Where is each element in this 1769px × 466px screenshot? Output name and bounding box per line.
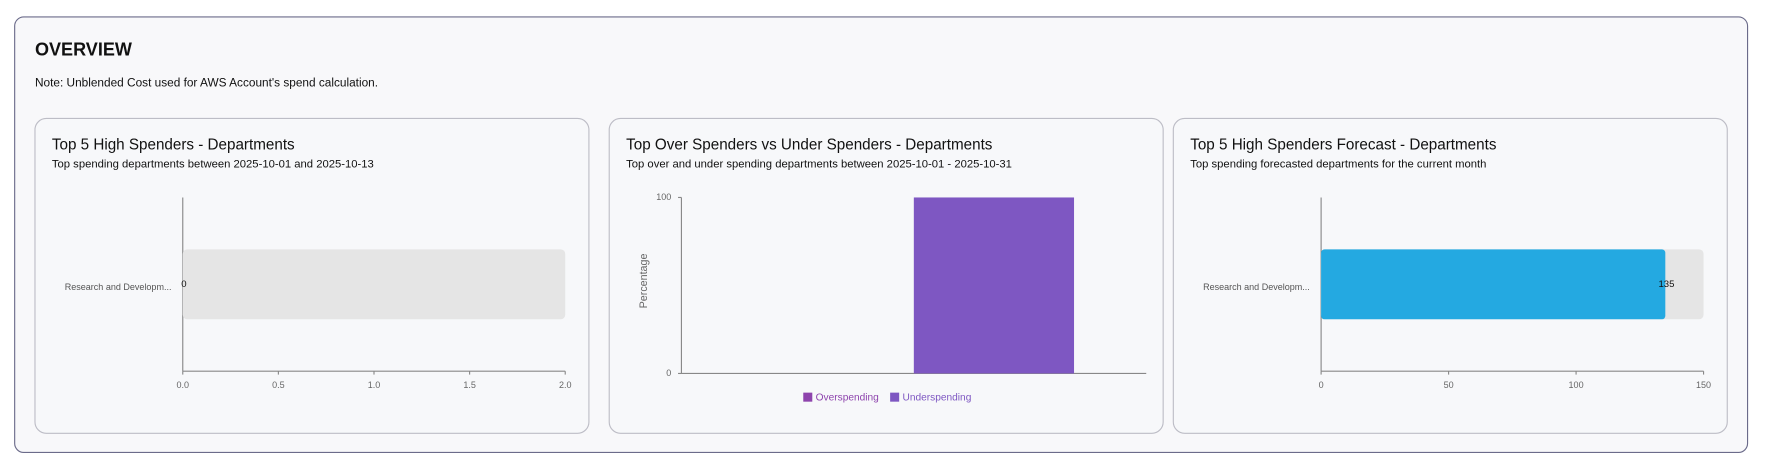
chart-title: Top 5 High Spenders - Departments xyxy=(52,137,295,154)
chart-subtitle: Top over and under spending departments … xyxy=(626,159,1012,171)
x-tick-label: 100 xyxy=(1569,380,1584,390)
chart-title: Top Over Spenders vs Under Spenders - De… xyxy=(626,137,993,154)
legend-label: Underspending xyxy=(903,392,972,403)
x-tick-label: 0.0 xyxy=(176,380,189,390)
overview-title: OVERVIEW xyxy=(35,40,133,60)
y-axis-label: Percentage xyxy=(638,254,650,309)
legend-label: Overspending xyxy=(816,392,879,403)
x-tick-label: 150 xyxy=(1696,380,1711,390)
y-tick-label: Research and Developm... xyxy=(1203,282,1310,292)
x-tick-label: 1.5 xyxy=(463,380,476,390)
data-label: 0 xyxy=(181,279,186,290)
bar xyxy=(1321,249,1666,320)
x-tick-label: 2.0 xyxy=(559,380,572,390)
bar xyxy=(913,197,1075,374)
y-tick-label: Research and Developm... xyxy=(65,282,172,292)
bar-track xyxy=(182,249,566,320)
x-tick-label: 50 xyxy=(1444,380,1454,390)
chart-title: Top 5 High Spenders Forecast - Departmen… xyxy=(1190,137,1497,154)
data-label: 135 xyxy=(1658,279,1674,290)
x-tick-label: 1.0 xyxy=(368,380,381,390)
x-tick-label: 0.5 xyxy=(272,380,285,390)
y-tick-label: 0 xyxy=(666,368,671,378)
chart-subtitle: Top spending forecasted departments for … xyxy=(1190,159,1486,171)
y-tick-label: 100 xyxy=(656,192,671,202)
legend-swatch xyxy=(803,392,813,402)
chart-subtitle: Top spending departments between 2025-10… xyxy=(52,159,374,171)
x-tick-label: 0 xyxy=(1319,380,1324,390)
legend-swatch xyxy=(890,392,900,402)
note: Note: Unblended Cost used for AWS Accoun… xyxy=(35,76,378,90)
